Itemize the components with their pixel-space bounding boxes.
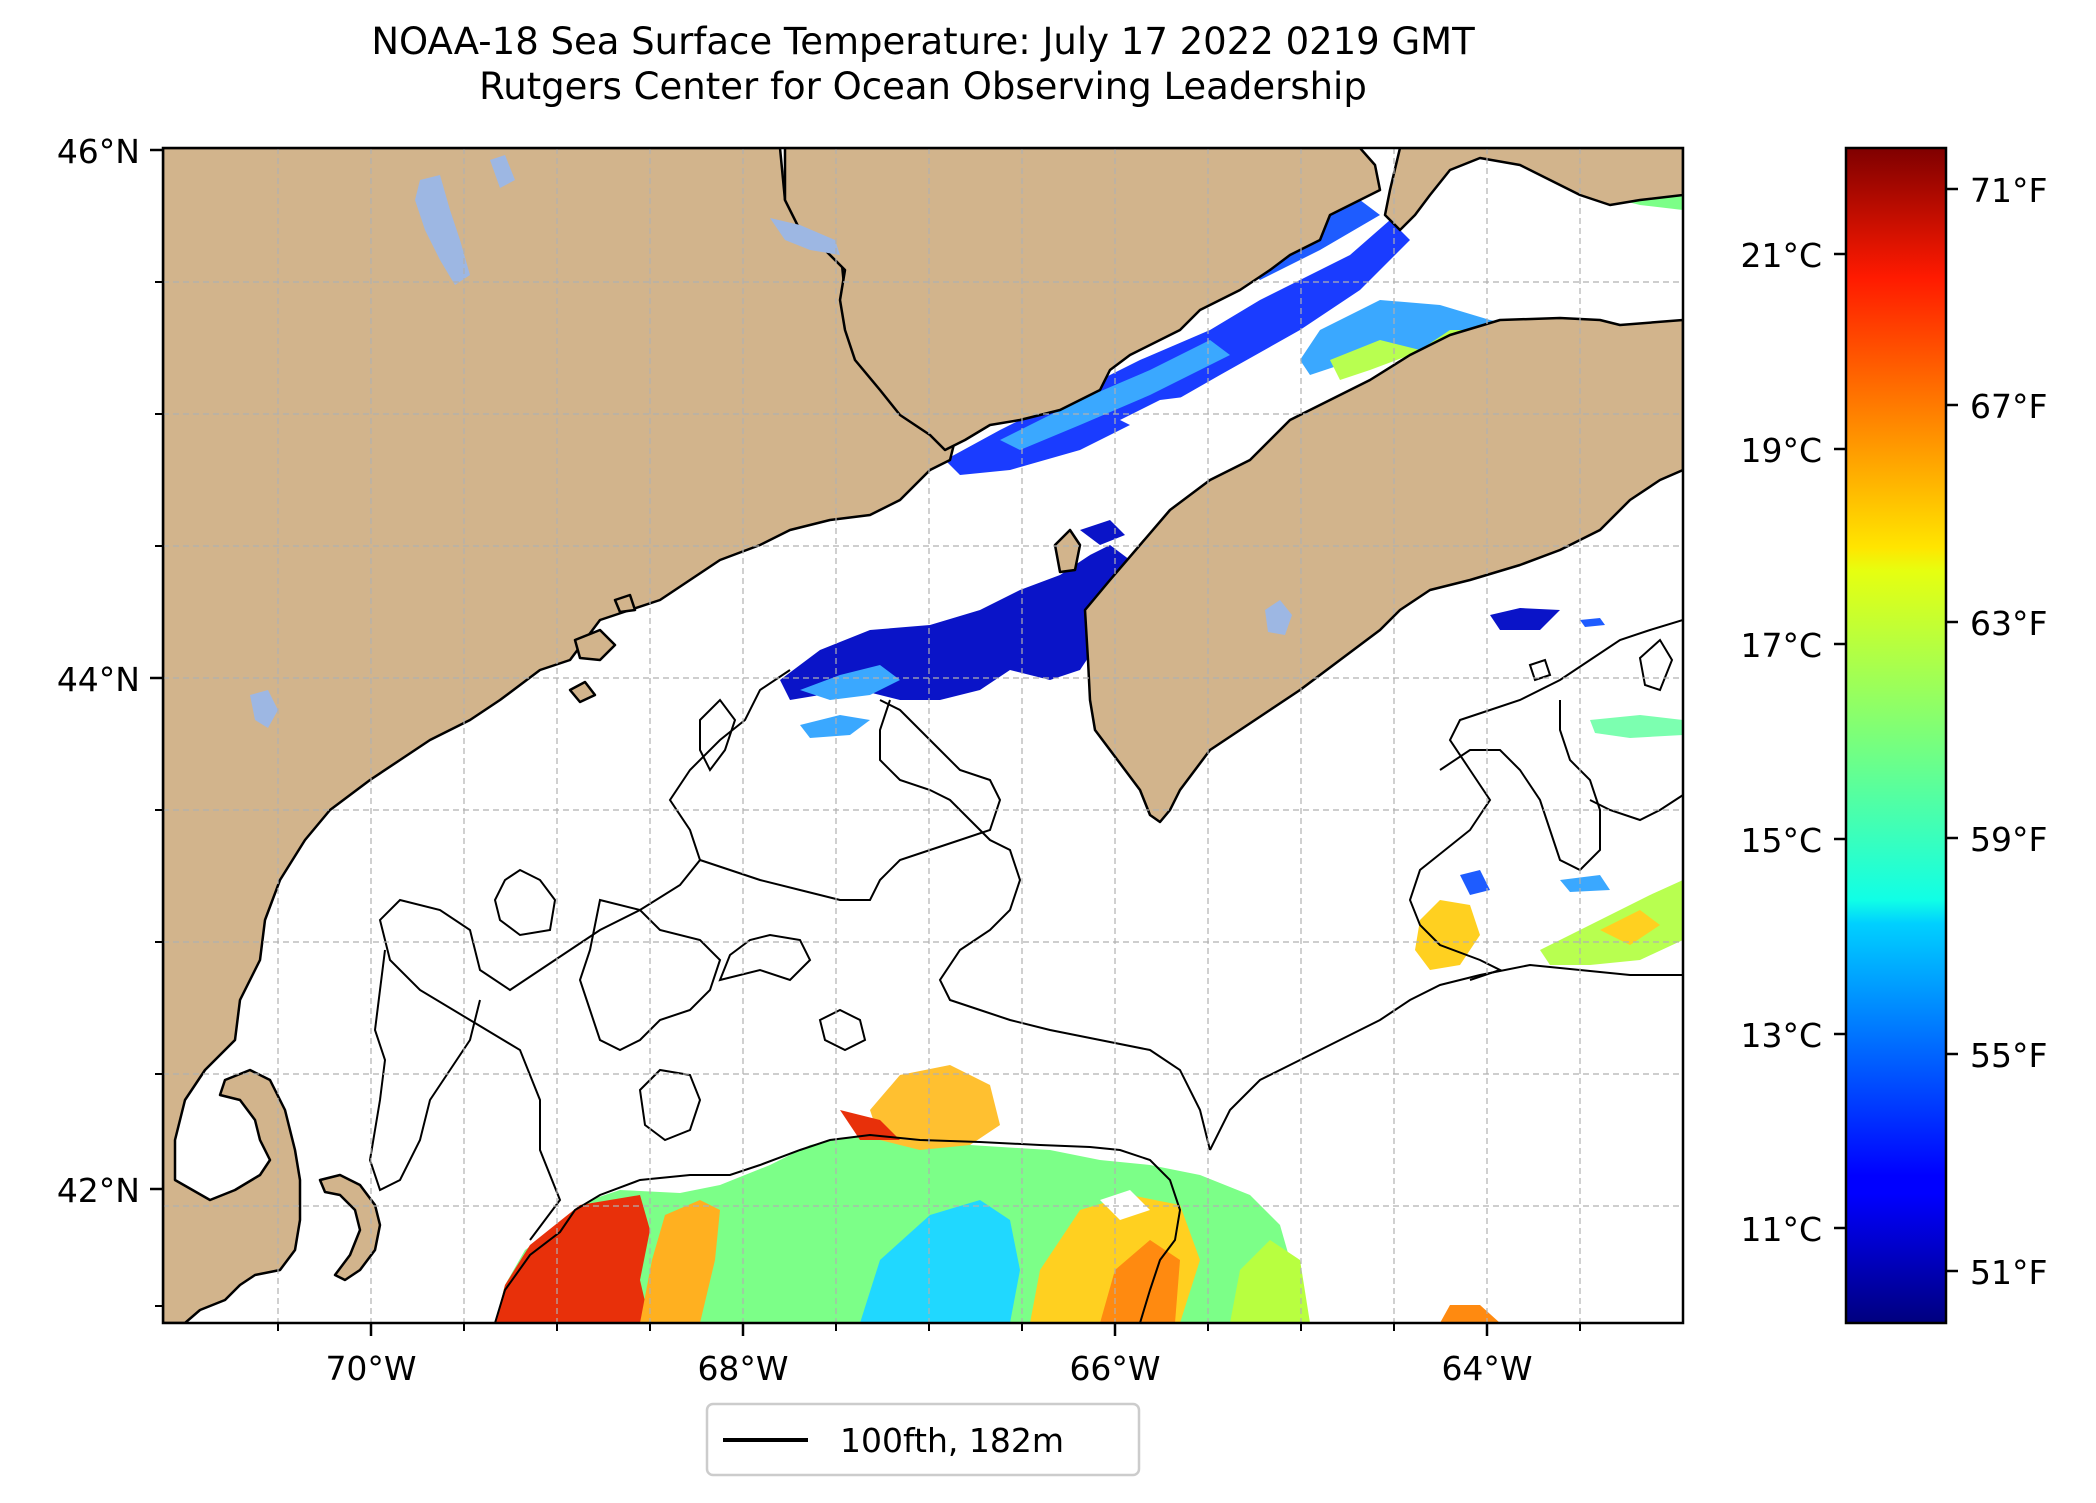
lon-label-70w: 70°W	[325, 1349, 416, 1388]
land-new-brunswick	[783, 148, 1382, 452]
colorbar: 21°C 19°C 17°C 15°C 13°C 11°C 71°F 67°F …	[1740, 146, 2047, 1325]
isobath-contour	[378, 669, 791, 1241]
isobath-contour	[638, 1068, 702, 1142]
legend-label: 100fth, 182m	[840, 1421, 1064, 1460]
lake	[1265, 600, 1292, 635]
colorbar-celsius-tick: 19°C	[1740, 431, 1822, 470]
sst-gulf-of-maine-north	[780, 520, 1605, 738]
land-masses	[163, 148, 1683, 1323]
isobath-contour	[493, 868, 557, 937]
lon-label-66w: 66°W	[1069, 1349, 1160, 1388]
lake	[415, 175, 470, 285]
isobath-contour	[1638, 638, 1674, 692]
land-grand-manan	[1053, 528, 1082, 574]
land-maine	[163, 148, 962, 1323]
isobath-contour	[818, 1008, 867, 1052]
land-island	[568, 680, 597, 704]
lake	[250, 690, 278, 728]
isobath-contour	[699, 698, 737, 772]
colorbar-fahrenheit-tick: 59°F	[1970, 820, 2047, 859]
colorbar-celsius-tick: 13°C	[1740, 1016, 1822, 1055]
colorbar-fahrenheit-tick: 67°F	[1970, 387, 2047, 426]
lat-label-44n: 44°N	[57, 660, 140, 699]
lat-label-42n: 42°N	[57, 1171, 140, 1210]
lakes	[250, 155, 1292, 728]
colorbar-celsius-axis: 21°C 19°C 17°C 15°C 13°C 11°C	[1740, 236, 1846, 1249]
land-cape-cod	[318, 1173, 382, 1282]
map-frame	[161, 146, 1685, 1325]
colorbar-celsius-tick: 17°C	[1740, 626, 1822, 665]
isobath-100fth	[494, 1133, 1182, 1323]
lake	[770, 218, 840, 255]
isobath-contour	[718, 933, 812, 982]
isobath-contour	[578, 898, 722, 1052]
colorbar-celsius-tick: 21°C	[1740, 236, 1822, 275]
colorbar-fahrenheit-tick: 55°F	[1970, 1036, 2047, 1075]
latitude-axis: 46°N 44°N 42°N	[57, 132, 163, 1307]
map-panel	[163, 148, 1683, 1323]
colorbar-fahrenheit-axis: 71°F 67°F 63°F 59°F 55°F 51°F	[1946, 171, 2047, 1292]
colorbar-gradient	[1844, 146, 1948, 1325]
colorbar-celsius-tick: 11°C	[1740, 1210, 1822, 1249]
colorbar-fahrenheit-tick: 51°F	[1970, 1253, 2047, 1292]
sst-southern-warm-region	[495, 1065, 1500, 1323]
isobath-contour	[699, 699, 1002, 901]
colorbar-celsius-tick: 15°C	[1740, 821, 1822, 860]
legend: 100fth, 182m	[705, 1402, 1141, 1477]
isobath-contour	[879, 699, 1211, 1151]
isobath-contours	[368, 619, 1683, 1323]
land-north-east	[1383, 148, 1683, 232]
chart-title-line2: Rutgers Center for Ocean Observing Leade…	[479, 65, 1367, 108]
lon-label-64w: 64°W	[1441, 1349, 1532, 1388]
isobath-contour	[368, 949, 481, 1192]
colorbar-fahrenheit-tick: 63°F	[1970, 604, 2047, 643]
isobath-contour	[1439, 700, 1601, 872]
land-island	[613, 593, 637, 614]
graticule	[163, 148, 1683, 1323]
isobath-contour	[1589, 794, 1683, 822]
land-nova-scotia	[1083, 316, 1683, 824]
lon-label-68w: 68°W	[697, 1349, 788, 1388]
land-island	[573, 628, 617, 662]
colorbar-fahrenheit-tick: 71°F	[1970, 171, 2047, 210]
legend-box	[705, 1402, 1141, 1477]
isobath-contour	[1528, 658, 1552, 682]
lake	[490, 155, 515, 188]
chart-title-line1: NOAA-18 Sea Surface Temperature: July 17…	[371, 20, 1475, 63]
lat-label-46n: 46°N	[57, 132, 140, 171]
longitude-axis: 70°W 68°W 66°W 64°W	[277, 1323, 1581, 1388]
